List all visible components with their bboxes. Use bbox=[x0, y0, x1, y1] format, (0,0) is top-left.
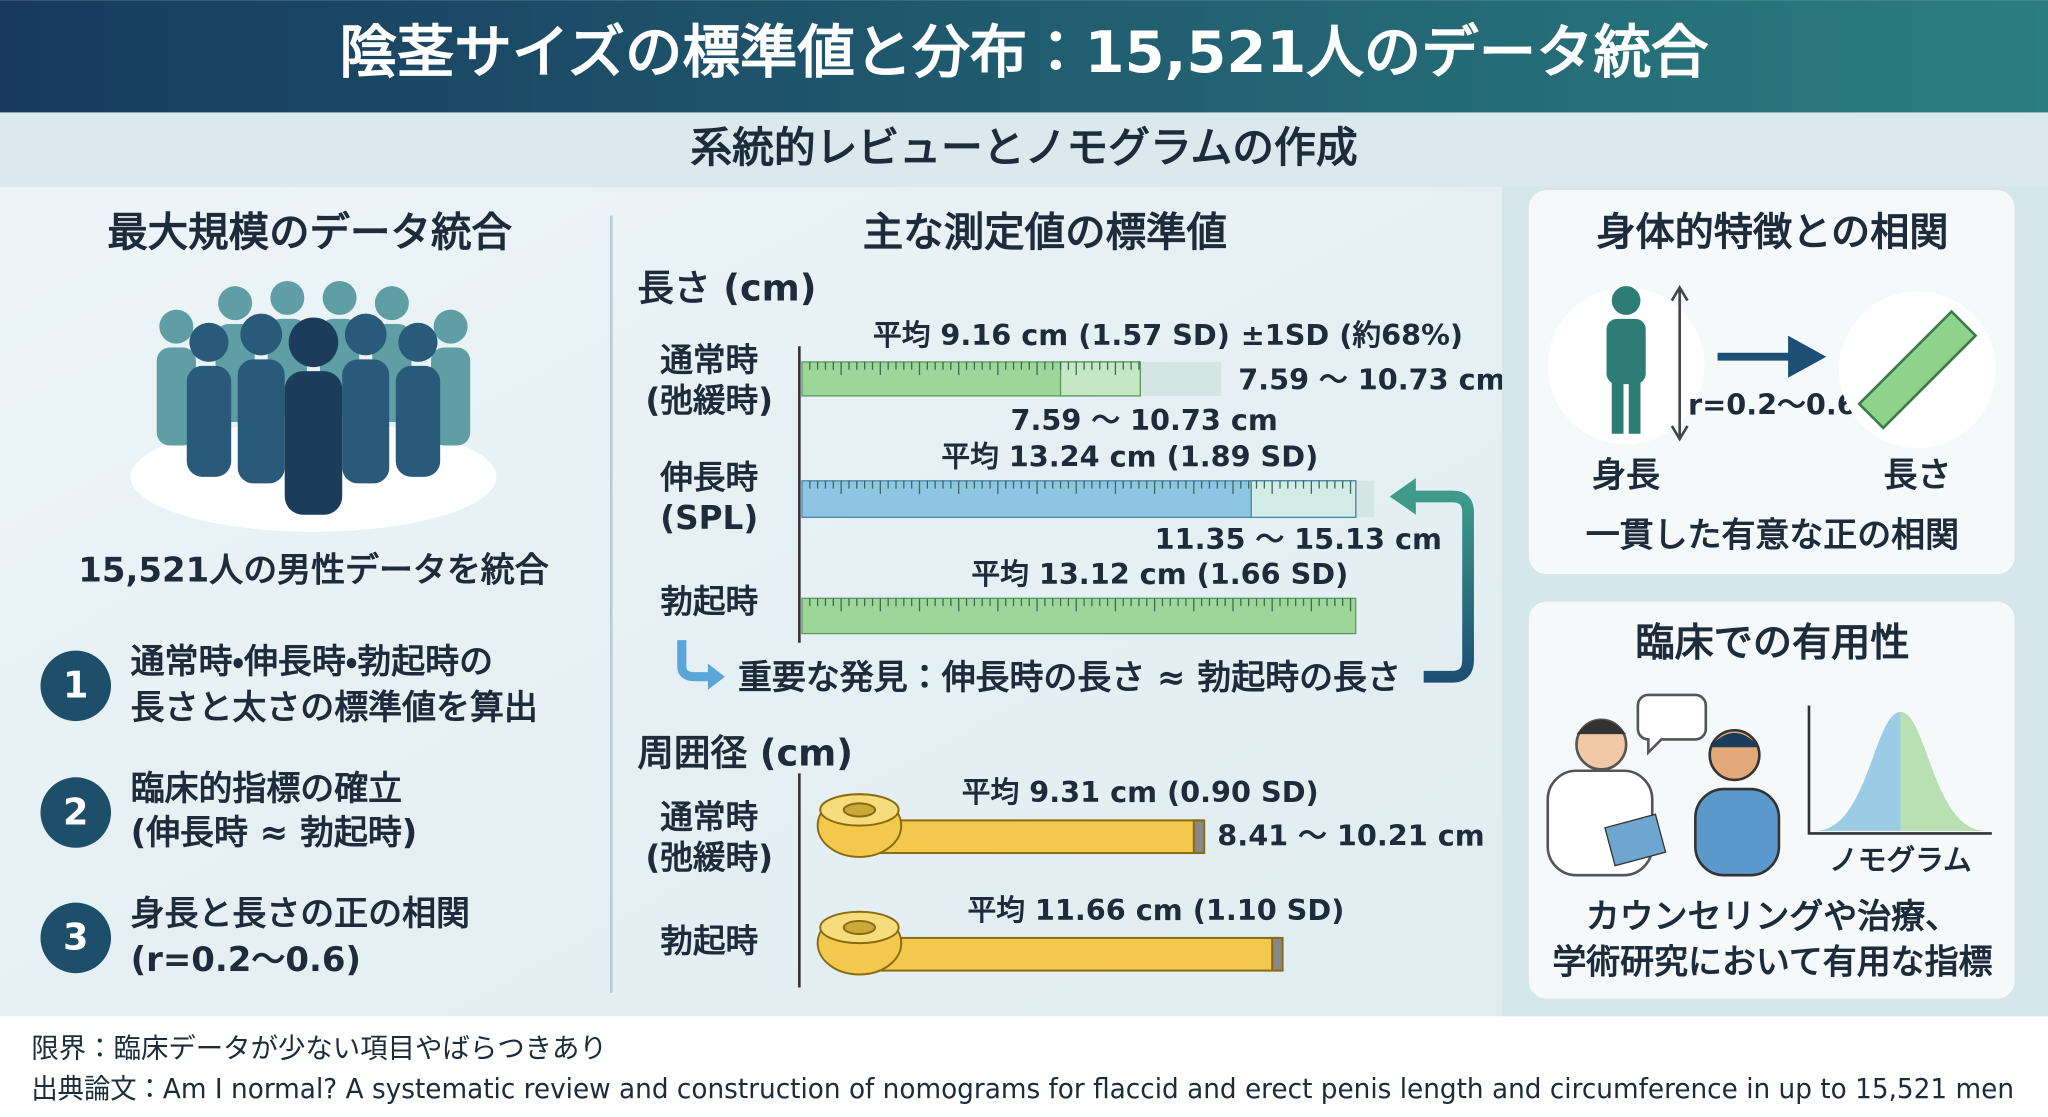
mean-label: 平均 11.66 cm (1.10 SD) bbox=[967, 893, 1344, 927]
subtitle: 系統的レビューとノモグラムの作成 bbox=[690, 123, 1357, 172]
nomogram-label: ノモグラム bbox=[1829, 843, 1972, 877]
point-text: (r=0.2〜0.6) bbox=[131, 940, 361, 980]
point-number: 3 bbox=[63, 916, 88, 959]
header-bar bbox=[0, 0, 2048, 113]
left-title: 最大規模のデータ統合 bbox=[107, 208, 512, 256]
icon-label: 身長 bbox=[1592, 455, 1660, 495]
range-label: 11.35 ～ 15.13 cm bbox=[1155, 522, 1442, 556]
ruler-icon bbox=[1857, 309, 1978, 430]
finding-arrow bbox=[677, 640, 712, 682]
mean-label: 平均 13.24 cm (1.89 SD) bbox=[941, 440, 1318, 474]
title: 陰茎サイズの標準値と分布：15,521人のデータ統合 bbox=[339, 19, 1709, 86]
arrow-head bbox=[1389, 478, 1416, 515]
subtitle-band bbox=[0, 112, 2048, 187]
ruler-bar bbox=[801, 597, 1357, 635]
card-caption: 学術研究において有用な指標 bbox=[1552, 943, 1992, 983]
correlation-card bbox=[1527, 188, 2016, 576]
circumference-heading: 周囲径 (cm) bbox=[637, 732, 853, 775]
card-caption: カウンセリングや治療、 bbox=[1586, 897, 1959, 937]
point-text: 身長と長さの正の相関 bbox=[131, 894, 470, 934]
sd-segment bbox=[1059, 361, 1141, 397]
row-label: (弛緩時) bbox=[645, 381, 773, 419]
r-label: r=0.2～0.6 bbox=[1688, 387, 1857, 421]
comparison-arrow bbox=[1410, 490, 1474, 683]
point-text: 長さと太さの標準値を算出 bbox=[131, 688, 538, 728]
point-number: 1 bbox=[63, 664, 88, 707]
points: 1 通常時・伸長時・勃起時の 長さと太さの標準値を算出 2 臨床的指標の確立 (… bbox=[40, 642, 538, 980]
range-label: 7.59 ～ 10.73 cm bbox=[1010, 403, 1277, 437]
source: 出典論文：Am I normal? A systematic review an… bbox=[31, 1074, 2014, 1105]
sd-extension bbox=[1355, 480, 1375, 518]
limitation: 限界：臨床データが少ない項目やばらつきあり bbox=[31, 1034, 607, 1065]
row-label: 通常時 bbox=[660, 798, 758, 836]
card-caption: 一貫した有意な正の相関 bbox=[1586, 515, 1959, 555]
icon-label: 長さ bbox=[1883, 455, 1951, 495]
row-label: (弛緩時) bbox=[645, 839, 773, 877]
card-title: 身体的特徴との相関 bbox=[1596, 211, 1948, 256]
person-icon bbox=[1606, 286, 1646, 434]
point-badge bbox=[40, 777, 112, 848]
row-label: 勃起時 bbox=[660, 922, 758, 960]
point-text: 臨床的指標の確立 bbox=[131, 769, 403, 809]
tape-measures bbox=[816, 793, 1284, 976]
center-title: 主な測定値の標準値 bbox=[863, 208, 1227, 256]
row-label: 通常時 bbox=[660, 341, 758, 379]
finding: 重要な発見：伸長時の長さ ≈ 勃起時の長さ bbox=[738, 658, 1401, 698]
mean-label: 平均 13.12 cm (1.66 SD) bbox=[971, 557, 1348, 591]
point-text: 通常時・伸長時・勃起時の bbox=[131, 642, 493, 682]
point-number: 2 bbox=[63, 790, 88, 833]
length-heading: 長さ (cm) bbox=[637, 267, 816, 310]
mean-label: 平均 9.31 cm (0.90 SD) bbox=[962, 775, 1319, 809]
footer bbox=[0, 1016, 2048, 1117]
height-arrow bbox=[1670, 284, 1689, 442]
point-badge bbox=[40, 650, 112, 722]
consultation-icon bbox=[1546, 693, 1781, 877]
point-text: (伸長時 ≈ 勃起時) bbox=[131, 813, 418, 853]
mean-label: 平均 9.16 cm (1.57 SD) bbox=[873, 318, 1230, 352]
row-label: 伸長時 bbox=[659, 458, 758, 496]
row-label: (SPL) bbox=[660, 499, 758, 537]
arrow-head bbox=[707, 663, 725, 690]
range-label: 8.41 ～ 10.21 cm bbox=[1217, 818, 1484, 852]
correlation-arrow bbox=[1717, 335, 1827, 378]
bell-curve-icon bbox=[1807, 705, 1992, 835]
row-label: 勃起時 bbox=[660, 583, 758, 621]
sd-range: 7.59 ～ 10.73 cm bbox=[1238, 363, 1505, 397]
left-caption: 15,521人の男性データを統合 bbox=[78, 551, 548, 591]
card-title: 臨床での有用性 bbox=[1635, 621, 1909, 666]
sd-extension bbox=[1140, 361, 1222, 396]
people-icon bbox=[130, 280, 497, 532]
sd-note: ±1SD (約68%) bbox=[1241, 318, 1463, 352]
point-badge bbox=[40, 902, 112, 974]
